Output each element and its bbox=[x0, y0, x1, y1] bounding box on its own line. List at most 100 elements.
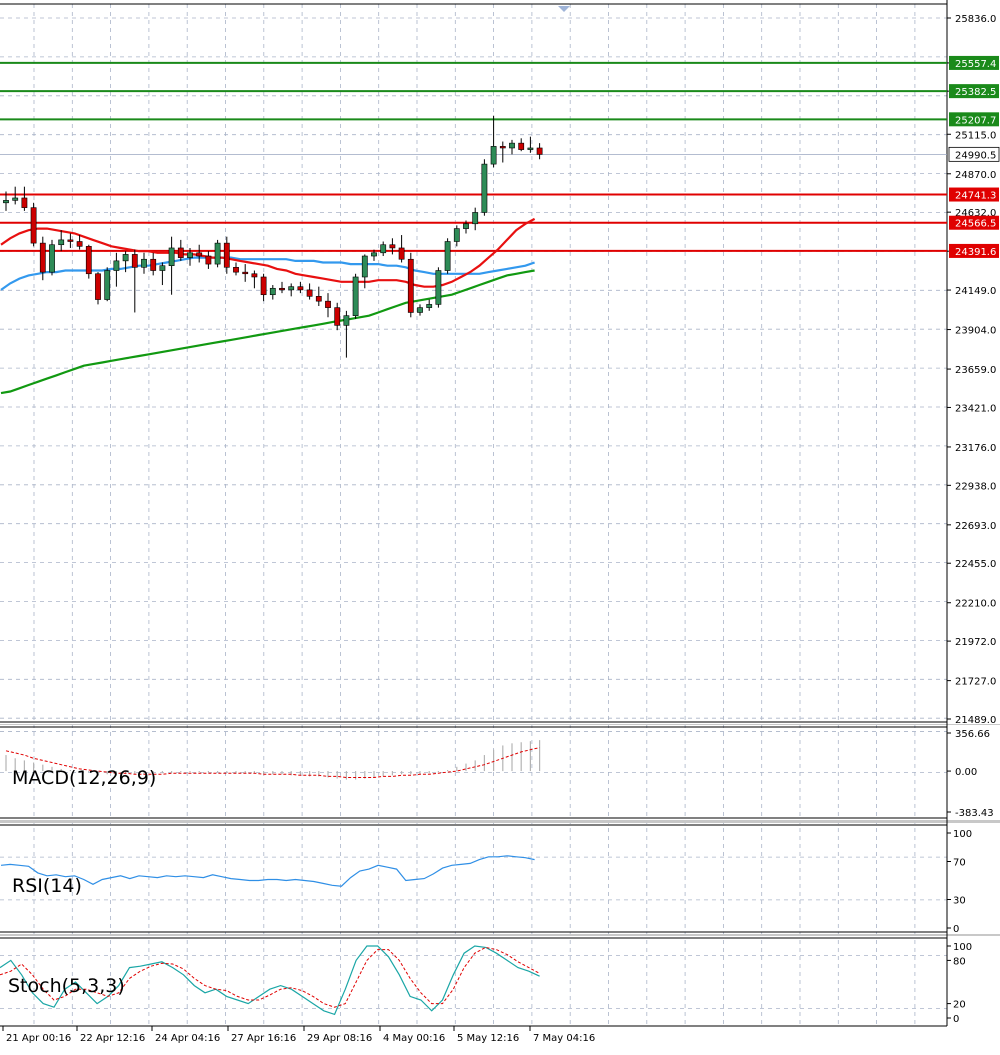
current-price-label: 24990.5 bbox=[955, 150, 996, 161]
candle-body bbox=[499, 146, 506, 149]
time-tick-label: 27 Apr 16:16 bbox=[231, 1033, 296, 1044]
candle-bear bbox=[297, 281, 304, 294]
candle-body bbox=[343, 315, 350, 326]
candle-bull bbox=[463, 220, 469, 234]
candle-body bbox=[407, 258, 414, 313]
current-price-tag: 24990.5 bbox=[948, 146, 1000, 162]
candle-bull bbox=[435, 267, 442, 308]
candle-body bbox=[417, 307, 423, 313]
candle-body bbox=[104, 270, 111, 300]
candle-bear bbox=[95, 272, 101, 305]
grid-layer bbox=[0, 4, 947, 1026]
resistance-tag-bg bbox=[949, 55, 999, 70]
pane-separator bbox=[0, 820, 1000, 823]
candle-body bbox=[260, 276, 267, 296]
time-axis: 21 Apr 00:16 22 Apr 12:16 24 Apr 04:16 27 A… bbox=[2, 1026, 595, 1044]
price-tick-label: 23176.0 bbox=[955, 443, 996, 454]
candle-body bbox=[3, 200, 9, 204]
candle-bull bbox=[371, 249, 377, 261]
time-tick-label: 22 Apr 12:16 bbox=[80, 1033, 145, 1044]
price-tick-label: 24632.0 bbox=[955, 208, 996, 219]
candle-bear bbox=[398, 235, 405, 263]
candle-body bbox=[251, 273, 258, 278]
resistance-level-tag: 25207.7 bbox=[949, 112, 999, 127]
candle-body bbox=[453, 228, 460, 242]
candle-body bbox=[536, 147, 543, 155]
stoch-label: Stoch(5,3,3) bbox=[8, 975, 125, 997]
candle-body bbox=[269, 287, 276, 296]
candle-body bbox=[30, 207, 37, 244]
candle-bear bbox=[518, 138, 525, 152]
candle-bear bbox=[131, 249, 138, 313]
price-tick-label: 21489.0 bbox=[955, 715, 996, 726]
resistance-tag-bg bbox=[949, 84, 999, 99]
candle-bull bbox=[12, 186, 19, 205]
stoch-pane bbox=[0, 945, 540, 1016]
price-tick-label: 22455.0 bbox=[955, 559, 996, 570]
candle-body bbox=[279, 287, 285, 291]
candle-bull bbox=[426, 299, 433, 311]
stoch-d-line bbox=[0, 946, 540, 1008]
candle-bull bbox=[214, 239, 221, 268]
support-tag-bg bbox=[949, 243, 999, 258]
price-tick-label: 23659.0 bbox=[955, 365, 996, 376]
rsi-label: RSI(14) bbox=[12, 875, 82, 897]
candle-bear bbox=[150, 252, 157, 276]
time-tick-label: 21 Apr 00:16 bbox=[6, 1033, 71, 1044]
candle-bear bbox=[85, 244, 92, 279]
price-tick-label: 23904.0 bbox=[955, 326, 996, 337]
support-tag-label: 24391.6 bbox=[955, 247, 996, 258]
price-tick-label: 24149.0 bbox=[955, 286, 996, 297]
candle-bull bbox=[490, 115, 497, 168]
candle-body bbox=[58, 239, 65, 246]
candle-body bbox=[187, 252, 193, 258]
time-tick-label: 24 Apr 04:16 bbox=[155, 1033, 220, 1044]
candle-bear bbox=[30, 202, 37, 247]
candle-body bbox=[481, 163, 488, 213]
candle-body bbox=[288, 286, 295, 291]
candle-bear bbox=[536, 143, 543, 160]
price-tick-label: 22210.0 bbox=[955, 599, 996, 610]
time-tick-label: 4 May 00:16 bbox=[383, 1033, 445, 1044]
candle-body bbox=[361, 255, 368, 278]
candle-body bbox=[223, 242, 230, 268]
candle-bull bbox=[187, 247, 193, 266]
support-level-tag: 24391.6 bbox=[949, 243, 999, 258]
candle-bull bbox=[3, 191, 9, 211]
rsi-tick-label: 100 bbox=[953, 829, 972, 840]
candle-bear bbox=[306, 283, 313, 300]
candle-bear bbox=[315, 286, 322, 307]
candle-body bbox=[113, 260, 120, 271]
candle-body bbox=[509, 142, 515, 149]
time-tick-label: 29 Apr 08:16 bbox=[307, 1033, 372, 1044]
candle-body bbox=[122, 254, 129, 262]
candle-body bbox=[334, 307, 341, 326]
macd-tick-label: -383.43 bbox=[955, 808, 994, 819]
candle-bull bbox=[168, 236, 175, 295]
candle-bear bbox=[205, 251, 212, 269]
support-tag-label: 24566.5 bbox=[955, 219, 996, 230]
resistance-tag-label: 25382.5 bbox=[955, 87, 996, 98]
candle-bull bbox=[288, 283, 295, 297]
candle-body bbox=[177, 247, 184, 258]
candle-body bbox=[389, 244, 396, 249]
candle-bull bbox=[361, 254, 368, 289]
stoch-tick-label: 0 bbox=[953, 1014, 959, 1025]
candle-bull bbox=[58, 230, 65, 252]
candle-bull bbox=[113, 252, 120, 287]
candle-body bbox=[352, 276, 359, 316]
candle-body bbox=[380, 244, 387, 254]
candle-body bbox=[12, 197, 19, 201]
time-tick-label: 5 May 12:16 bbox=[457, 1033, 519, 1044]
price-tick-label: 22938.0 bbox=[955, 481, 996, 492]
support-tag-bg bbox=[949, 187, 999, 202]
support-level-tag: 24566.5 bbox=[949, 215, 999, 230]
candle-bear bbox=[251, 270, 258, 289]
candle-bull bbox=[159, 262, 166, 286]
candle-bear bbox=[39, 236, 46, 281]
candle-bull bbox=[481, 159, 488, 216]
stoch-k-line bbox=[0, 945, 540, 1016]
resistance-level-tag: 25382.5 bbox=[949, 84, 999, 99]
